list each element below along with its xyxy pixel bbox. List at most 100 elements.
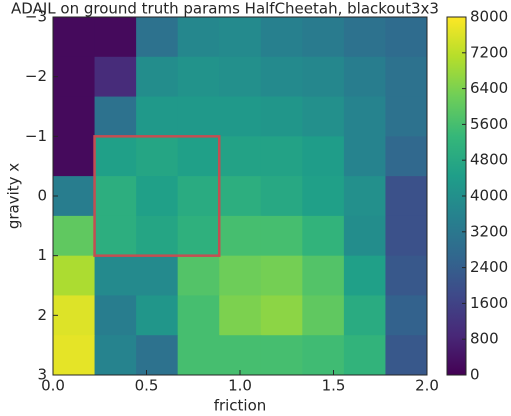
heatmap-cell: [219, 255, 262, 296]
heatmap-cell: [260, 96, 303, 137]
heatmap-cell: [385, 56, 428, 98]
chart-title: ADAIL on ground truth params HalfCheetah…: [11, 0, 439, 18]
y-tick-label: 1: [37, 246, 47, 264]
heatmap-cell: [260, 335, 303, 376]
heatmap-cell: [302, 176, 345, 217]
colorbar-tick-label: 1600: [470, 294, 508, 312]
heatmap-cell: [53, 295, 96, 336]
heatmap-cell: [385, 96, 428, 137]
heatmap-cell: [94, 255, 137, 296]
colorbar-tick-label: 8000: [470, 8, 508, 26]
heatmap-cell: [94, 295, 137, 336]
heatmap-cell: [136, 56, 179, 98]
heatmap-cell: [302, 56, 345, 98]
colorbar-tick-label: 4800: [470, 151, 508, 169]
heatmap-cell: [177, 295, 220, 336]
x-tick-label: 2.0: [415, 377, 439, 395]
heatmap-cell: [94, 176, 137, 217]
heatmap-cell: [136, 255, 179, 296]
heatmap-cell: [260, 176, 303, 217]
heatmap-cell: [53, 17, 96, 58]
heatmap-cell: [94, 335, 137, 376]
heatmap-cell: [343, 96, 386, 137]
heatmap-cell: [343, 255, 386, 296]
colorbar-tick-label: 0: [470, 366, 480, 384]
heatmap-cell: [343, 17, 386, 58]
heatmap-cell: [53, 215, 96, 257]
heatmap-cell: [302, 215, 345, 257]
x-tick-label: 0.0: [41, 377, 65, 395]
heatmap-cell: [343, 335, 386, 376]
heatmap-cell: [177, 335, 220, 376]
y-tick-label: −3: [25, 8, 47, 26]
heatmap-cell: [385, 176, 428, 217]
heatmap-cell: [177, 56, 220, 98]
heatmap-cell: [385, 295, 428, 336]
heatmap-cell: [219, 17, 262, 58]
heatmap-cell: [302, 96, 345, 137]
heatmap-cell: [385, 255, 428, 296]
heatmap-cell: [136, 17, 179, 58]
heatmap-cell: [302, 335, 345, 376]
heatmap-cell: [136, 215, 179, 257]
heatmap-cell: [94, 96, 137, 137]
heatmap-cell: [343, 215, 386, 257]
colorbar-tick-label: 6400: [470, 79, 508, 97]
x-tick-label: 0.5: [135, 377, 159, 395]
heatmap-cell: [177, 176, 220, 217]
heatmap-cell: [343, 176, 386, 217]
heatmap-cell: [260, 136, 303, 177]
x-tick-label: 1.0: [228, 377, 252, 395]
heatmap-cell: [136, 335, 179, 376]
heatmap-cell: [343, 136, 386, 177]
heatmap-cell: [302, 17, 345, 58]
colorbar-tick-label: 5600: [470, 115, 508, 133]
heatmap-cell: [219, 176, 262, 217]
heatmap-cell: [136, 136, 179, 177]
heatmap-cell: [385, 335, 428, 376]
heatmap-cell: [260, 56, 303, 98]
x-tick-label: 1.5: [322, 377, 346, 395]
colorbar-tick-label: 4000: [470, 187, 508, 205]
heatmap-cell: [53, 56, 96, 98]
heatmap-cell: [177, 255, 220, 296]
heatmap-cell: [219, 96, 262, 137]
heatmap-cell: [219, 56, 262, 98]
heatmap-cell: [219, 215, 262, 257]
heatmap-cell: [177, 136, 220, 177]
heatmap-cell: [219, 136, 262, 177]
heatmap-cell: [53, 255, 96, 296]
heatmap-cell: [94, 215, 137, 257]
heatmap-cell: [219, 335, 262, 376]
colorbar-tick-label: 7200: [470, 43, 508, 61]
heatmap-cell: [177, 17, 220, 58]
y-tick-label: −1: [25, 127, 47, 145]
heatmap-cell: [53, 96, 96, 137]
heatmap-cell: [53, 136, 96, 177]
heatmap-cell: [302, 255, 345, 296]
heatmap-cell: [136, 96, 179, 137]
heatmap-cell: [385, 215, 428, 257]
heatmap-cell: [260, 215, 303, 257]
heatmap-cell: [94, 136, 137, 177]
highlight-box: [93, 135, 221, 257]
heatmap-cell: [302, 295, 345, 336]
heatmap-cell: [53, 335, 96, 376]
heatmap-cell: [94, 56, 137, 98]
heatmap-cell: [343, 295, 386, 336]
heatmap-cell: [343, 56, 386, 98]
heatmap-cell: [385, 17, 428, 58]
heatmap-cell: [94, 17, 137, 58]
colorbar-tick-label: 3200: [470, 222, 508, 240]
heatmap-cell: [136, 176, 179, 217]
colorbar-tick-label: 2400: [470, 258, 508, 276]
y-tick-label: 3: [37, 366, 47, 384]
heatmap-cell: [260, 295, 303, 336]
y-tick-label: 0: [37, 187, 47, 205]
heatmap-cell: [260, 17, 303, 58]
heatmap-cell: [136, 295, 179, 336]
heatmap-cell: [177, 96, 220, 137]
heatmap-cell: [302, 136, 345, 177]
heatmap-cell: [53, 176, 96, 217]
